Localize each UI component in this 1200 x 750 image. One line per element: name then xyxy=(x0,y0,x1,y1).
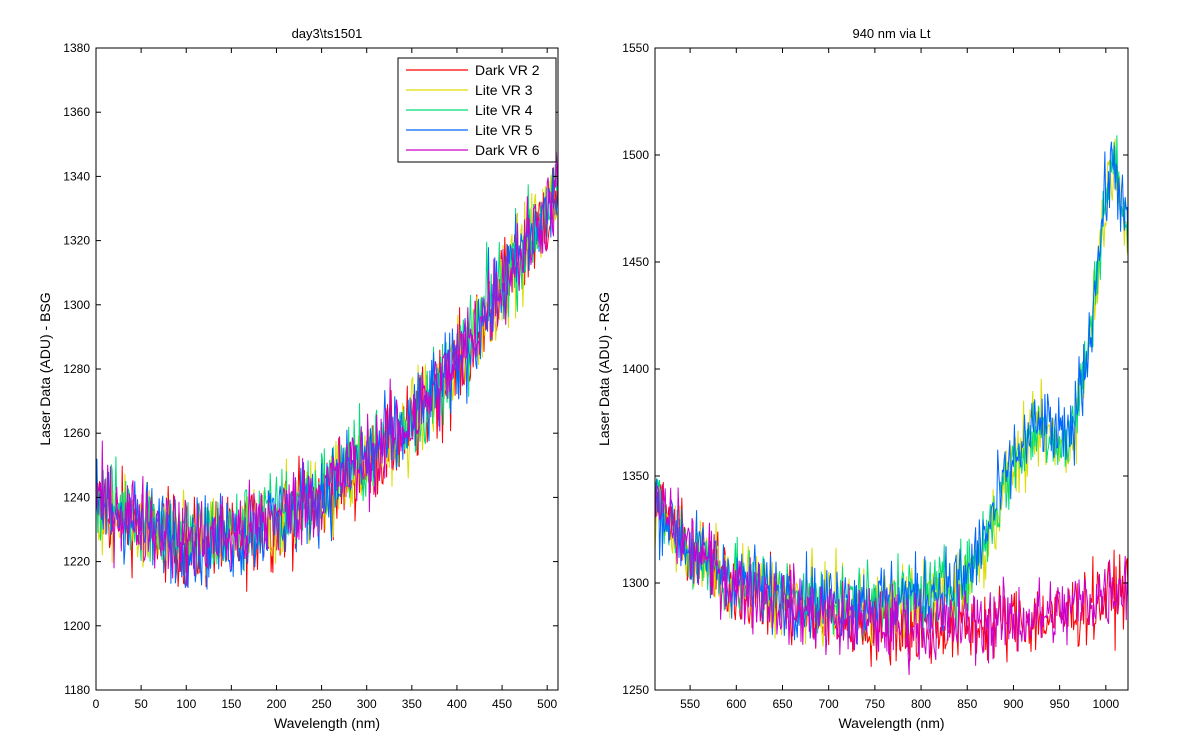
x-tick-label: 400 xyxy=(447,697,467,711)
x-tick-label: 300 xyxy=(357,697,377,711)
y-axis-label: Laser Data (ADU) - RSG xyxy=(596,292,612,446)
x-tick-label: 650 xyxy=(772,697,792,711)
x-tick-label: 150 xyxy=(221,697,241,711)
y-tick-label: 1360 xyxy=(63,105,90,119)
series-line-2 xyxy=(96,175,558,579)
legend: Dark VR 2 Lite VR 3 Lite VR 4 Lite VR 5 Dark… xyxy=(397,57,557,163)
chart-title: 940 nm via Lt xyxy=(852,26,930,41)
x-tick-label: 750 xyxy=(865,697,885,711)
x-tick-label: 900 xyxy=(1003,697,1023,711)
x-tick-label: 100 xyxy=(176,697,196,711)
legend-label: Lite VR 5 xyxy=(475,122,533,138)
legend-label: Dark VR 2 xyxy=(475,62,540,78)
y-tick-label: 1250 xyxy=(622,683,649,697)
y-tick-label: 1400 xyxy=(622,362,649,376)
chart-1: 0 50 100 150 200 250 300 350 400 450 500 1180 1200 12… xyxy=(37,26,559,731)
series-group xyxy=(96,151,558,592)
legend-label: Lite VR 3 xyxy=(475,82,533,98)
y-tick-label: 1500 xyxy=(622,148,649,162)
x-tick-label: 850 xyxy=(957,697,977,711)
x-axis-label: Wavelength (nm) xyxy=(838,715,944,731)
y-axis-label: Laser Data (ADU) - BSG xyxy=(37,292,53,445)
y-tick-label: 1320 xyxy=(63,234,90,248)
x-tick-label: 800 xyxy=(911,697,931,711)
x-tick-label: 600 xyxy=(726,697,746,711)
series-line-5 xyxy=(655,479,1128,676)
y-tick-label: 1240 xyxy=(63,490,90,504)
y-tick-label: 1380 xyxy=(63,41,90,55)
legend-label: Lite VR 4 xyxy=(475,102,533,118)
x-tick-label: 700 xyxy=(819,697,839,711)
legend-label: Dark VR 6 xyxy=(475,142,540,158)
x-tick-label: 450 xyxy=(492,697,512,711)
x-axis-label: Wavelength (nm) xyxy=(274,715,380,731)
x-tick-label: 350 xyxy=(402,697,422,711)
series-line-5 xyxy=(96,151,558,587)
x-tick-label: 950 xyxy=(1050,697,1070,711)
x-tick-label: 500 xyxy=(537,697,557,711)
y-tick-label: 1340 xyxy=(63,169,90,183)
y-tick-label: 1550 xyxy=(622,41,649,55)
x-tick-label: 250 xyxy=(312,697,332,711)
y-tick-label: 1280 xyxy=(63,362,90,376)
y-tick-label: 1200 xyxy=(63,619,90,633)
y-tick-label: 1350 xyxy=(622,469,649,483)
y-tick-label: 1260 xyxy=(63,426,90,440)
y-tick-label: 1180 xyxy=(64,683,90,697)
x-tick-label: 200 xyxy=(266,697,286,711)
y-tick-label: 1450 xyxy=(622,255,649,269)
y-tick-label: 1300 xyxy=(63,298,90,312)
series-group xyxy=(655,135,1128,676)
x-tick-label: 1000 xyxy=(1092,697,1119,711)
chart-title: day3\ts1501 xyxy=(292,26,363,41)
y-tick-label: 1300 xyxy=(622,576,649,590)
x-tick-label: 50 xyxy=(134,697,148,711)
y-tick-label: 1220 xyxy=(63,555,90,569)
x-tick-label: 0 xyxy=(93,697,100,711)
x-tick-label: 550 xyxy=(680,697,700,711)
chart-2: 550 600 650 700 750 800 850 900 950 1000 1250 1300 1… xyxy=(596,26,1129,731)
